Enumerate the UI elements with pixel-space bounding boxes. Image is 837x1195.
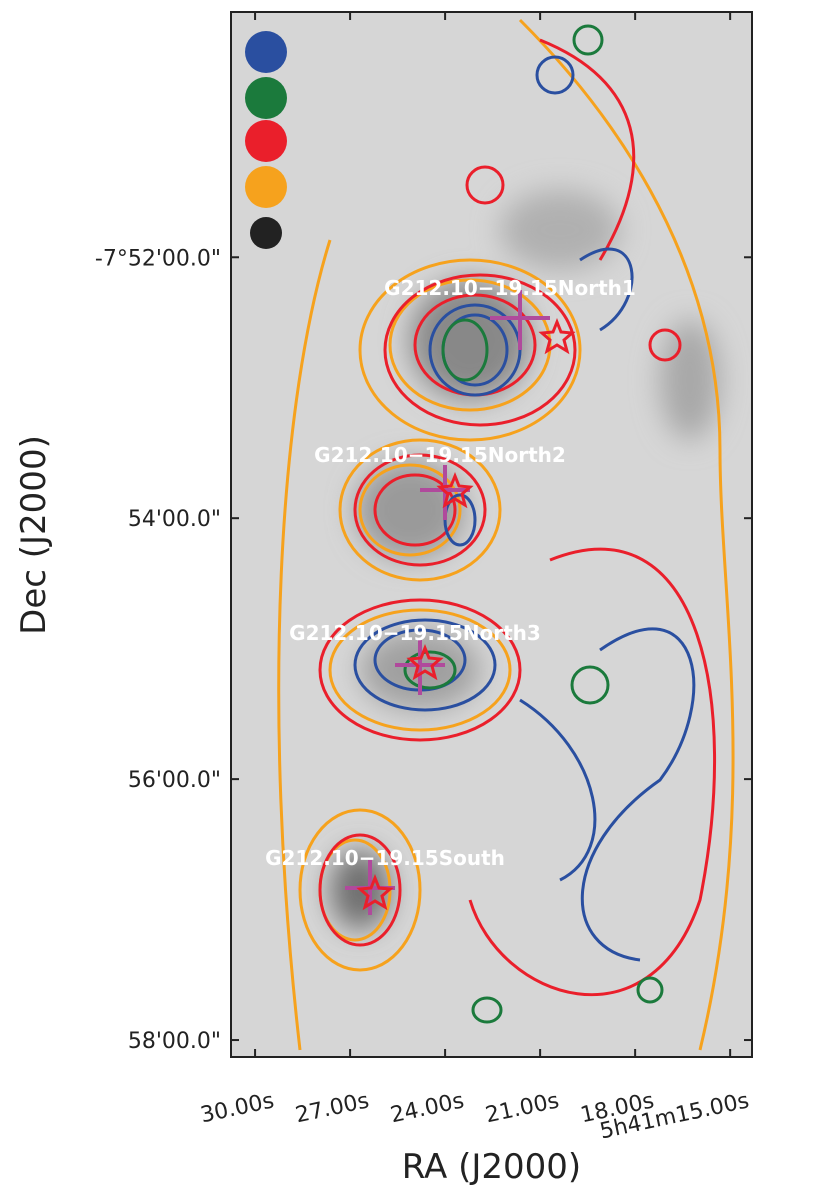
image [231,12,752,1057]
source-label: G212.10−19.15North1 [384,276,636,300]
legend-swatch [245,77,287,119]
source-label: G212.10−19.15North2 [314,443,566,467]
legend-swatch [245,31,287,73]
markers [345,290,550,915]
y-tick-label: 56'00.0" [128,768,221,793]
source-label: G212.10−19.15North3 [289,621,541,645]
stars [356,317,576,911]
legend-swatch [245,120,287,162]
y-tick-label: -7°52'00.0" [95,246,221,271]
source-label: G212.10−19.15South [265,846,505,870]
y-tick-label: 54'00.0" [128,507,221,532]
x-tick-label: 27.00s [293,1088,371,1128]
legend-swatch [250,217,282,249]
contours [277,18,735,1051]
y-tick-label: 58'00.0" [128,1029,221,1054]
x-axis-label: RA (J2000) [402,1147,581,1187]
legend-swatch [245,166,287,208]
y-axis-label: Dec (J2000) [14,435,54,635]
x-tick-label: 30.00s [198,1088,276,1128]
x-tick-label: 21.00s [483,1088,561,1128]
x-tick-label: 24.00s [388,1088,466,1128]
plot-frame [230,11,753,1058]
